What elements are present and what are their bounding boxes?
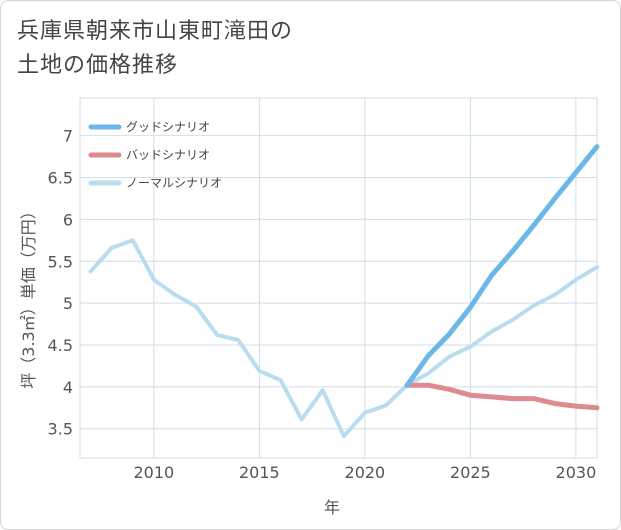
legend-label-good: グッドシナリオ — [126, 120, 210, 134]
x-tick-label: 2010 — [133, 463, 174, 482]
y-tick-label: 7 — [63, 127, 73, 146]
y-tick-label: 4.5 — [48, 336, 73, 355]
y-tick-label: 5 — [63, 294, 73, 313]
series-line-normal — [88, 238, 599, 439]
x-tick-label: 2030 — [556, 463, 597, 482]
y-axis-title: 坪（3.3㎡）単価（万円） — [19, 203, 38, 388]
y-tick-label: 3.5 — [48, 420, 73, 439]
y-tick-label: 6.5 — [48, 169, 73, 188]
y-tick-label: 6 — [63, 210, 73, 229]
x-tick-label: 2025 — [450, 463, 491, 482]
legend-label-bad: バッドシナリオ — [126, 148, 210, 162]
chart-title-line-2: 土地の価格推移 — [17, 53, 179, 78]
y-tick-label: 4 — [63, 378, 73, 397]
y-tick-labels: 3.5 4 4.5 5 5.5 6 6.5 7 — [48, 127, 73, 439]
x-tick-label: 2020 — [345, 463, 386, 482]
x-axis-title: 年 — [324, 498, 340, 517]
x-tick-labels: 2010 2015 2020 2025 2030 — [133, 463, 596, 482]
x-tick-label: 2015 — [239, 463, 280, 482]
chart-title: 兵庫県朝来市山東町滝田の 土地の価格推移 — [17, 15, 293, 83]
legend-label-normal: ノーマルシナリオ — [126, 176, 222, 190]
series-line-good — [404, 144, 600, 388]
y-tick-label: 5.5 — [48, 252, 73, 271]
series-lines — [88, 144, 600, 439]
series-line-bad — [404, 382, 600, 411]
chart-title-line-1: 兵庫県朝来市山東町滝田の — [17, 19, 294, 44]
